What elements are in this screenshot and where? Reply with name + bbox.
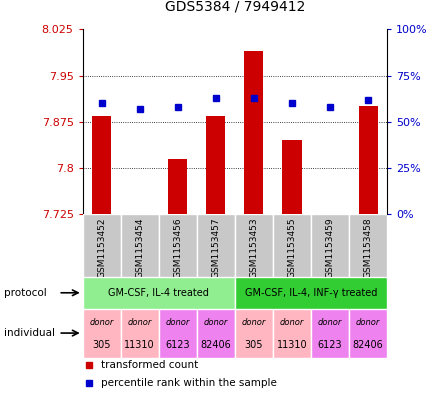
Text: donor: donor [241, 318, 266, 327]
Text: donor: donor [89, 318, 114, 327]
Bar [120, 309, 158, 358]
Bar [234, 214, 273, 277]
Text: GM-CSF, IL-4 treated: GM-CSF, IL-4 treated [108, 288, 209, 298]
Text: donor: donor [203, 318, 227, 327]
Bar [273, 214, 310, 277]
Text: GSM1153457: GSM1153457 [211, 217, 220, 278]
Bar [320, 213, 339, 214]
Text: GSM1153453: GSM1153453 [249, 217, 258, 278]
Bar [158, 309, 196, 358]
Text: 305: 305 [244, 340, 263, 350]
Text: protocol: protocol [4, 288, 47, 298]
Text: GDS5384 / 7949412: GDS5384 / 7949412 [164, 0, 304, 14]
Text: GSM1153456: GSM1153456 [173, 217, 182, 278]
Bar [82, 277, 234, 309]
Text: individual: individual [4, 328, 55, 338]
Text: donor: donor [317, 318, 342, 327]
Text: GSM1153455: GSM1153455 [287, 217, 296, 278]
Bar [206, 116, 225, 214]
Text: GSM1153458: GSM1153458 [363, 217, 372, 278]
Text: transformed count: transformed count [101, 360, 198, 371]
Bar [310, 214, 348, 277]
Bar [244, 51, 263, 214]
Text: donor: donor [165, 318, 190, 327]
Bar [348, 214, 386, 277]
Bar [282, 140, 301, 214]
Bar [82, 214, 120, 277]
Bar [120, 214, 158, 277]
Bar [234, 309, 273, 358]
Text: GSM1153454: GSM1153454 [135, 217, 144, 278]
Text: 6123: 6123 [317, 340, 342, 350]
Text: 305: 305 [92, 340, 111, 350]
Bar [168, 159, 187, 214]
Bar [82, 309, 120, 358]
Text: 11310: 11310 [276, 340, 306, 350]
Text: 82406: 82406 [200, 340, 231, 350]
Bar [196, 214, 234, 277]
Text: GSM1153452: GSM1153452 [97, 217, 106, 278]
Bar [310, 309, 348, 358]
Bar [273, 309, 310, 358]
Text: GSM1153459: GSM1153459 [325, 217, 334, 278]
Bar [348, 309, 386, 358]
Text: 6123: 6123 [165, 340, 190, 350]
Text: 82406: 82406 [352, 340, 383, 350]
Text: 11310: 11310 [124, 340, 155, 350]
Bar [158, 214, 196, 277]
Bar [234, 277, 386, 309]
Text: percentile rank within the sample: percentile rank within the sample [101, 378, 276, 388]
Text: donor: donor [279, 318, 303, 327]
Text: donor: donor [355, 318, 379, 327]
Bar [92, 116, 111, 214]
Bar [358, 107, 377, 214]
Text: GM-CSF, IL-4, INF-γ treated: GM-CSF, IL-4, INF-γ treated [244, 288, 376, 298]
Bar [196, 309, 234, 358]
Text: donor: donor [127, 318, 151, 327]
